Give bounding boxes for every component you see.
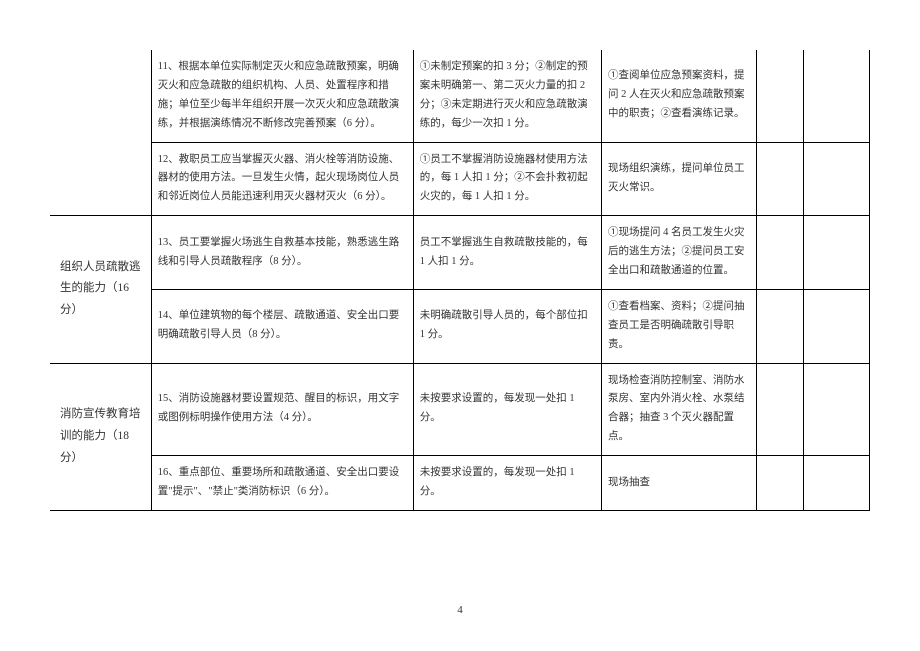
extra-cell <box>756 363 804 456</box>
method-cell: 现场检查消防控制室、消防水泵房、室内外消火栓、水泵结合器；抽查 3 个灭火器配置… <box>601 363 756 456</box>
table-row: 16、重点部位、重要场所和疏散通道、安全出口要设置"提示"、"禁止"类消防标识（… <box>50 456 870 511</box>
method-cell: ①现场提问 4 名员工发生火灾后的逃生方法；②提问员工安全出口和疏散通道的位置。 <box>601 216 756 290</box>
extra-cell <box>804 142 870 216</box>
table-row: 14、单位建筑物的每个楼层、疏散通道、安全出口要明确疏散引导人员（8 分）。 未… <box>50 289 870 363</box>
method-cell: ①查看档案、资料；②提问抽查员工是否明确疏散引导职责。 <box>601 289 756 363</box>
scoring-cell: 未按要求设置的，每发现一处扣 1 分。 <box>413 456 601 511</box>
extra-cell <box>756 216 804 290</box>
table-row: 组织人员疏散逃生的能力（16 分） 13、员工要掌握火场逃生自救基本技能，熟悉逃… <box>50 216 870 290</box>
method-cell: ①查阅单位应急预案资料，提问 2 人在灭火和应急疏散预案中的职责；②查看演练记录… <box>601 50 756 142</box>
standard-cell: 11、根据本单位实际制定灭火和应急疏散预案，明确灭火和应急疏散的组织机构、人员、… <box>151 50 413 142</box>
evaluation-table: 11、根据本单位实际制定灭火和应急疏散预案，明确灭火和应急疏散的组织机构、人员、… <box>50 50 870 511</box>
scoring-cell: 员工不掌握逃生自救疏散技能的，每 1 人扣 1 分。 <box>413 216 601 290</box>
extra-cell <box>804 50 870 142</box>
extra-cell <box>756 50 804 142</box>
standard-cell: 15、消防设施器材要设置规范、醒目的标识，用文字或图例标明操作使用方法（4 分）… <box>151 363 413 456</box>
scoring-cell: ①员工不掌握消防设施器材使用方法的，每 1 人扣 1 分；②不会扑救初起火灾的，… <box>413 142 601 216</box>
standard-cell: 16、重点部位、重要场所和疏散通道、安全出口要设置"提示"、"禁止"类消防标识（… <box>151 456 413 511</box>
extra-cell <box>804 216 870 290</box>
table-row: 11、根据本单位实际制定灭火和应急疏散预案，明确灭火和应急疏散的组织机构、人员、… <box>50 50 870 142</box>
scoring-cell: 未按要求设置的，每发现一处扣 1 分。 <box>413 363 601 456</box>
extra-cell <box>804 456 870 511</box>
table-row: 12、教职员工应当掌握灭火器、消火栓等消防设施、器材的使用方法。一旦发生火情，起… <box>50 142 870 216</box>
category-cell <box>50 50 151 216</box>
table-row: 消防宣传教育培训的能力（18 分） 15、消防设施器材要设置规范、醒目的标识，用… <box>50 363 870 456</box>
extra-cell <box>756 142 804 216</box>
extra-cell <box>804 289 870 363</box>
standard-cell: 13、员工要掌握火场逃生自救基本技能，熟悉逃生路线和引导人员疏散程序（8 分）。 <box>151 216 413 290</box>
method-cell: 现场抽查 <box>601 456 756 511</box>
extra-cell <box>756 456 804 511</box>
category-cell: 组织人员疏散逃生的能力（16 分） <box>50 216 151 363</box>
category-cell: 消防宣传教育培训的能力（18 分） <box>50 363 151 510</box>
standard-cell: 14、单位建筑物的每个楼层、疏散通道、安全出口要明确疏散引导人员（8 分）。 <box>151 289 413 363</box>
method-cell: 现场组织演练，提问单位员工灭火常识。 <box>601 142 756 216</box>
scoring-cell: ①未制定预案的扣 3 分；②制定的预案未明确第一、第二灭火力量的扣 2 分；③未… <box>413 50 601 142</box>
page-number: 4 <box>0 604 920 616</box>
extra-cell <box>756 289 804 363</box>
standard-cell: 12、教职员工应当掌握灭火器、消火栓等消防设施、器材的使用方法。一旦发生火情，起… <box>151 142 413 216</box>
scoring-cell: 未明确疏散引导人员的，每个部位扣 1 分。 <box>413 289 601 363</box>
extra-cell <box>804 363 870 456</box>
